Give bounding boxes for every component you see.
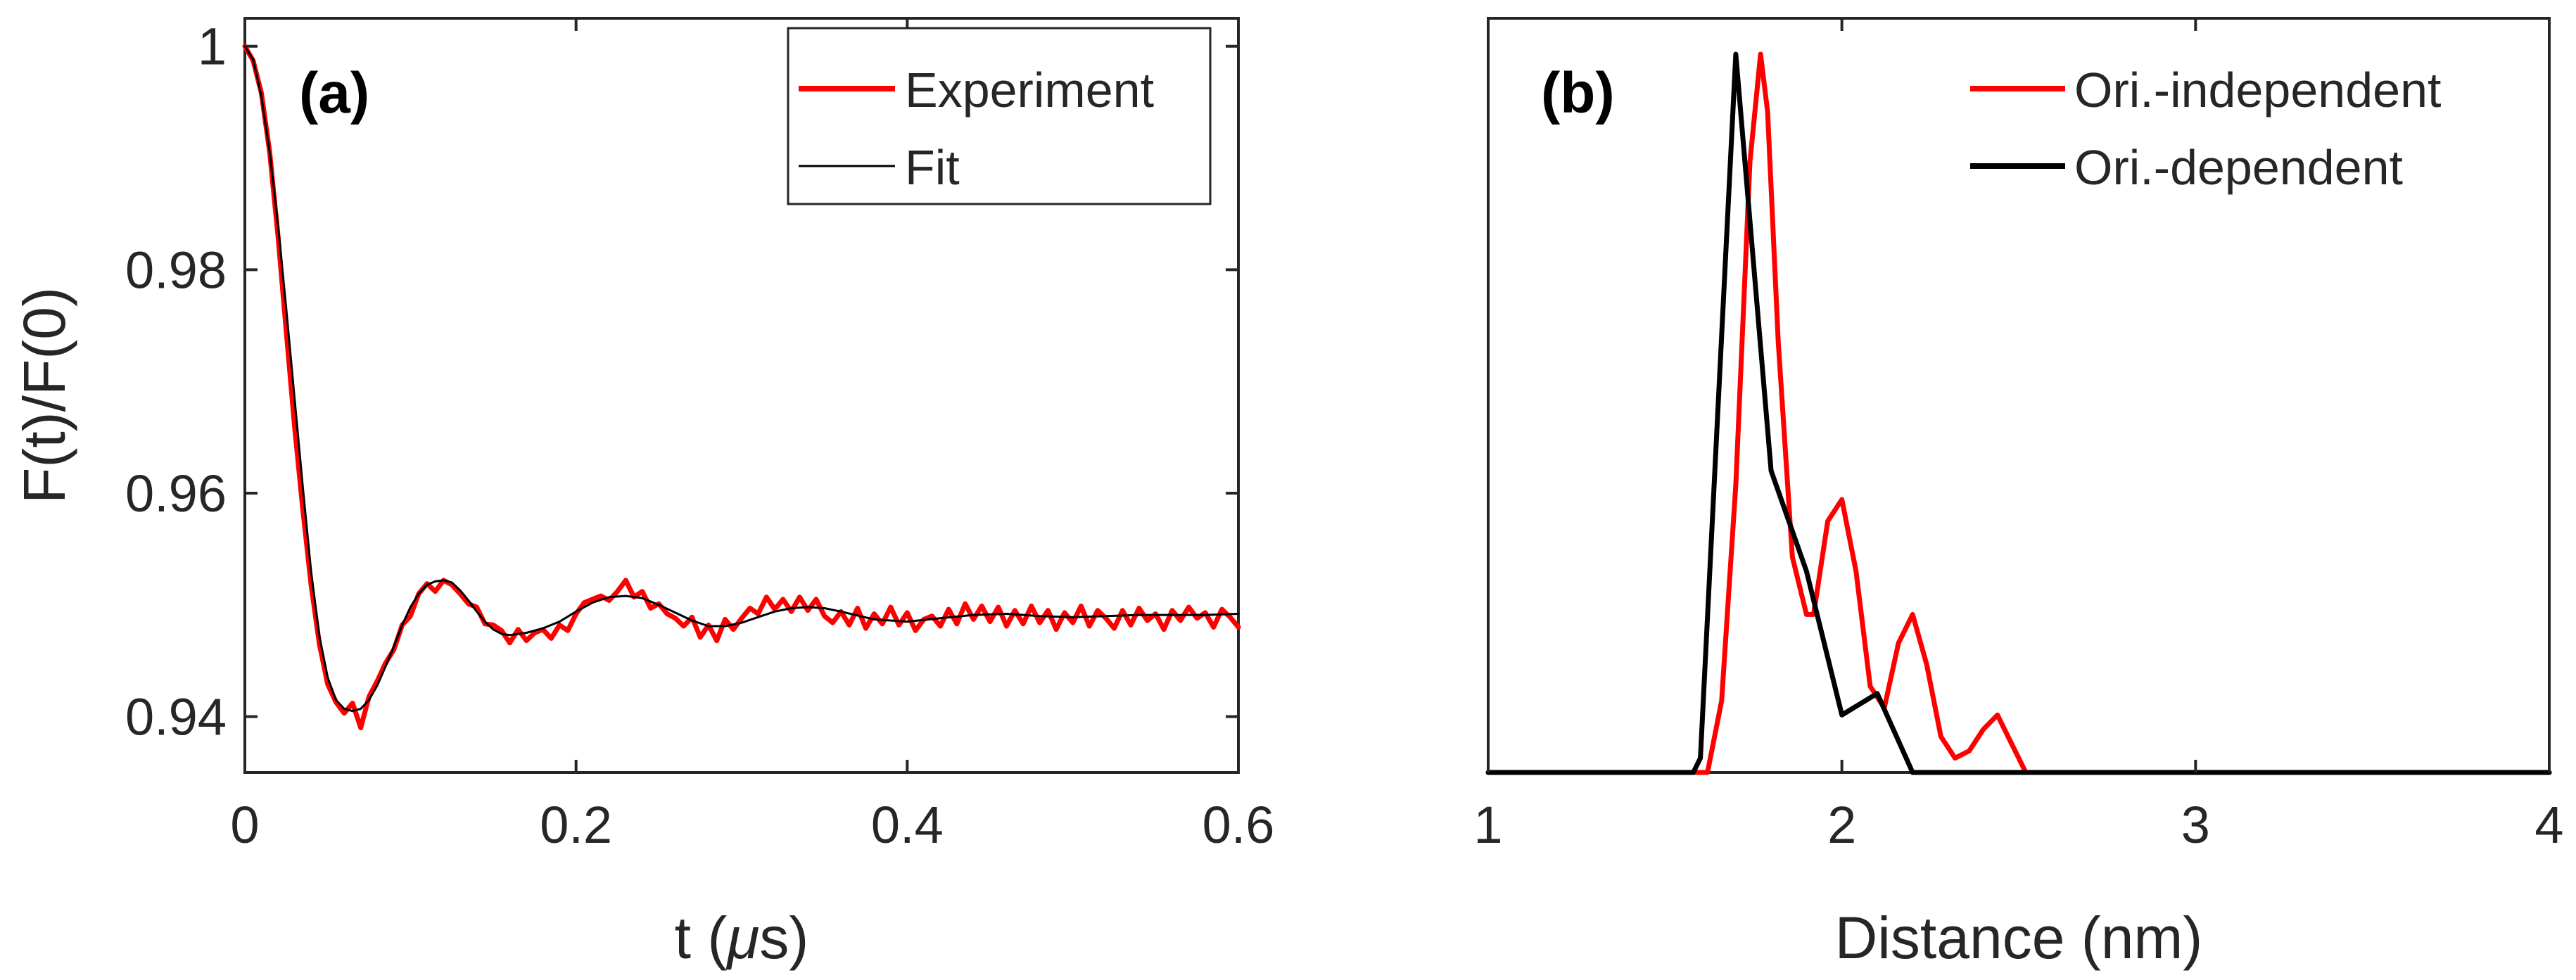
panel-a-label: (a) xyxy=(299,61,369,125)
panel-a-x-axis-label: t (μs) xyxy=(675,905,809,971)
x-tick-label: 2 xyxy=(1827,796,1856,854)
panel-a-legend-box xyxy=(787,27,1212,205)
x-tick-label: 0 xyxy=(230,796,259,854)
panel-a-y-axis-label: F(t)/F(0) xyxy=(11,287,77,504)
y-tick-label: 0.96 xyxy=(125,464,227,523)
legend-label-ori-dependent: Ori.-dependent xyxy=(2074,140,2403,195)
panel-a-series-group xyxy=(242,44,1241,730)
panel-b-ticks-group: 1 2 3 4 xyxy=(1473,18,2564,854)
panel-a-ticks-group: 0 0.2 0.4 0.6 0.94 0.96 0.98 1 xyxy=(125,18,1274,854)
panel-b-axes-box xyxy=(1487,17,2551,774)
x-tick-label: 3 xyxy=(2181,796,2210,854)
legend-label-ori-independent: Ori.-independent xyxy=(2074,63,2441,117)
x-tick-label: 4 xyxy=(2534,796,2563,854)
series-line-experiment xyxy=(242,44,1241,730)
series-line-ori-dependent xyxy=(1485,51,2552,775)
y-tick-label: 0.94 xyxy=(125,688,227,746)
series-line-fit xyxy=(243,45,1240,713)
x-tick-label: 0.2 xyxy=(540,796,612,854)
legend-label-experiment: Experiment xyxy=(905,63,1154,117)
y-tick-label: 0.98 xyxy=(125,241,227,299)
panel-b-x-axis-label: Distance (nm) xyxy=(1835,905,2203,971)
x-tick-label: 0.4 xyxy=(871,796,944,854)
panel-b-chart: 1 2 3 4 (b) Distance (nm) Ori.-independent … xyxy=(1473,17,2564,971)
panel-a-legend: Experiment Fit xyxy=(787,27,1212,205)
legend-label-fit: Fit xyxy=(905,140,960,195)
y-tick-label: 1 xyxy=(198,18,227,76)
panel-a-chart: 0 0.2 0.4 0.6 0.94 0.96 0.98 1 (a) t (μs) F(t)/… xyxy=(11,17,1274,971)
x-tick-label: 0.6 xyxy=(1203,796,1275,854)
panel-b-label: (b) xyxy=(1541,61,1615,125)
panel-b-legend: Ori.-independent Ori.-dependent xyxy=(1970,63,2441,195)
x-tick-label: 1 xyxy=(1473,796,1502,854)
panel-b-series-group xyxy=(1485,51,2552,775)
